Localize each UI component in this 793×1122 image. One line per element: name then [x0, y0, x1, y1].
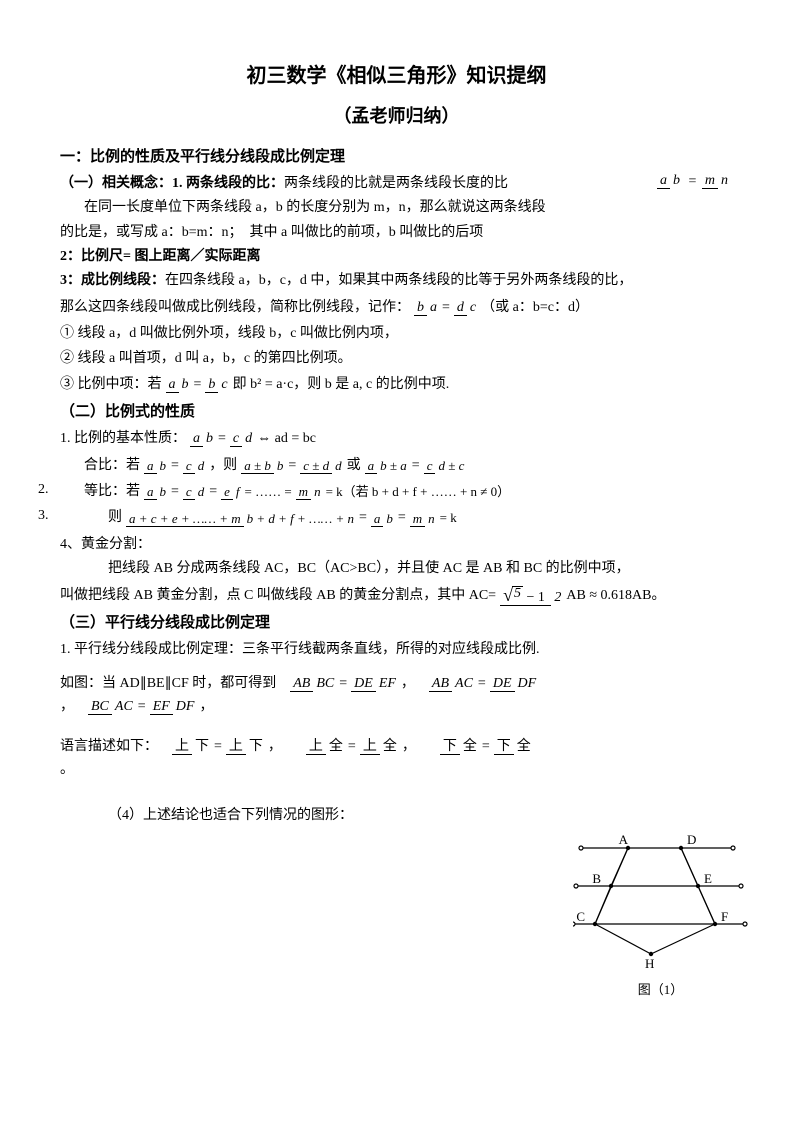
bullet-3: ③ 比例中项：若 ab = bc 即 b² = a·c，则 b 是 a, c 的…	[60, 374, 733, 396]
sec4-line1: 把线段 AB 分成两条线段 AC，BC（AC>BC），并且使 AC 是 AB 和…	[60, 558, 733, 580]
label-D: D	[687, 834, 696, 847]
sec1-1: （一）相关概念：1. 两条线段的比：两条线段的比就是两条线段长度的比 ab = …	[60, 173, 733, 195]
ratio-formula: ab = mn	[655, 171, 733, 193]
sec4-line2: 叫做把线段 AB 黄金分割，点 C 叫做线段 AB 的黄金分割点，其中 AC= …	[60, 585, 733, 607]
bullet-2: ② 线段 a 叫首项，d 叫 a，b，c 的第四比例项。	[60, 348, 733, 370]
figure-caption: 图（1）	[573, 980, 748, 1001]
page: 初三数学《相似三角形》知识提纲 （孟老师归纳） 一：比例的性质及平行线分线段成比…	[0, 0, 793, 1122]
sec1-3-line2: 那么这四条线段叫做成比例线段，简称比例线段，记作： ba = dc （或 a：b…	[60, 297, 733, 319]
prop-3: 3. 等比：若 ab = cd = ef = …… = mn = k（若 b +…	[60, 481, 733, 503]
label-A: A	[619, 834, 629, 847]
section-2-heading: （二）比例式的性质	[60, 400, 733, 424]
label-E: E	[704, 871, 712, 886]
section-1-heading: 一：比例的性质及平行线分线段成比例定理	[60, 145, 733, 169]
sec1-3-label: 3：成比例线段：	[60, 273, 165, 288]
prop-2-num: 2.	[38, 479, 49, 501]
prop-3-num: 3.	[38, 505, 49, 527]
sec1-2: 2：比例尺= 图上距离／实际距离	[60, 246, 733, 268]
page-subtitle: （孟老师归纳）	[60, 102, 733, 131]
sec1-1-line2: 在同一长度单位下两条线段 a，b 的长度分别为 m，n，那么就说这两条线段	[60, 197, 733, 219]
figure-1: A D B E C F H 图（1）	[573, 834, 748, 974]
prop-2: 2. 合比：若 ab = cd ，则 a ± bb = c ± dd 或 ab …	[60, 455, 733, 477]
sec3-line1: 1. 平行线分线段成比例定理：三条平行线截两条直线，所得的对应线段成比例.	[60, 639, 733, 661]
label-H: H	[645, 956, 654, 971]
label-C: C	[576, 909, 585, 924]
prop-3b: 则 a + c + e + …… + mb + d + f + …… + n =…	[60, 507, 733, 529]
label-B: B	[592, 871, 601, 886]
bullet-1: ① 线段 a，d 叫做比例外项，线段 b，c 叫做比例内项，	[60, 323, 733, 345]
note-4: （4）上述结论也适合下列情况的图形：	[60, 805, 733, 827]
lang-row: 语言描述如下： 上下 = 上下 ， 上全 = 上全 ， 下全 = 下全 。	[60, 736, 550, 781]
page-title: 初三数学《相似三角形》知识提纲	[60, 60, 733, 92]
sec1-1-text: 两条线段的比就是两条线段长度的比	[284, 176, 508, 191]
sec1-1-label: （一）相关概念：1. 两条线段的比：	[60, 176, 284, 191]
sec4-label: 4、黄金分割：	[60, 534, 733, 556]
sec1-3: 3：成比例线段：在四条线段 a，b，c，d 中，如果其中两条线段的比等于另外两条…	[60, 270, 733, 292]
sec1-1-line3: 的比是，或写成 a：b=m：n； 其中 a 叫做比的前项，b 叫做比的后项	[60, 222, 733, 244]
sec3-asfig: 如图：当 AD∥BE∥CF 时，都可得到 ABBC = DEEF ， ABAC …	[60, 673, 550, 718]
sec1-3-text: 在四条线段 a，b，c，d 中，如果其中两条线段的比等于另外两条线段的比，	[165, 273, 632, 288]
section-3-heading: （三）平行线分线段成比例定理	[60, 611, 733, 635]
prop-1: 1. 比例的基本性质： ab = cd ⇔ ad = bc	[60, 428, 733, 450]
figure-1-svg: A D B E C F H	[573, 834, 748, 974]
label-F: F	[721, 909, 728, 924]
